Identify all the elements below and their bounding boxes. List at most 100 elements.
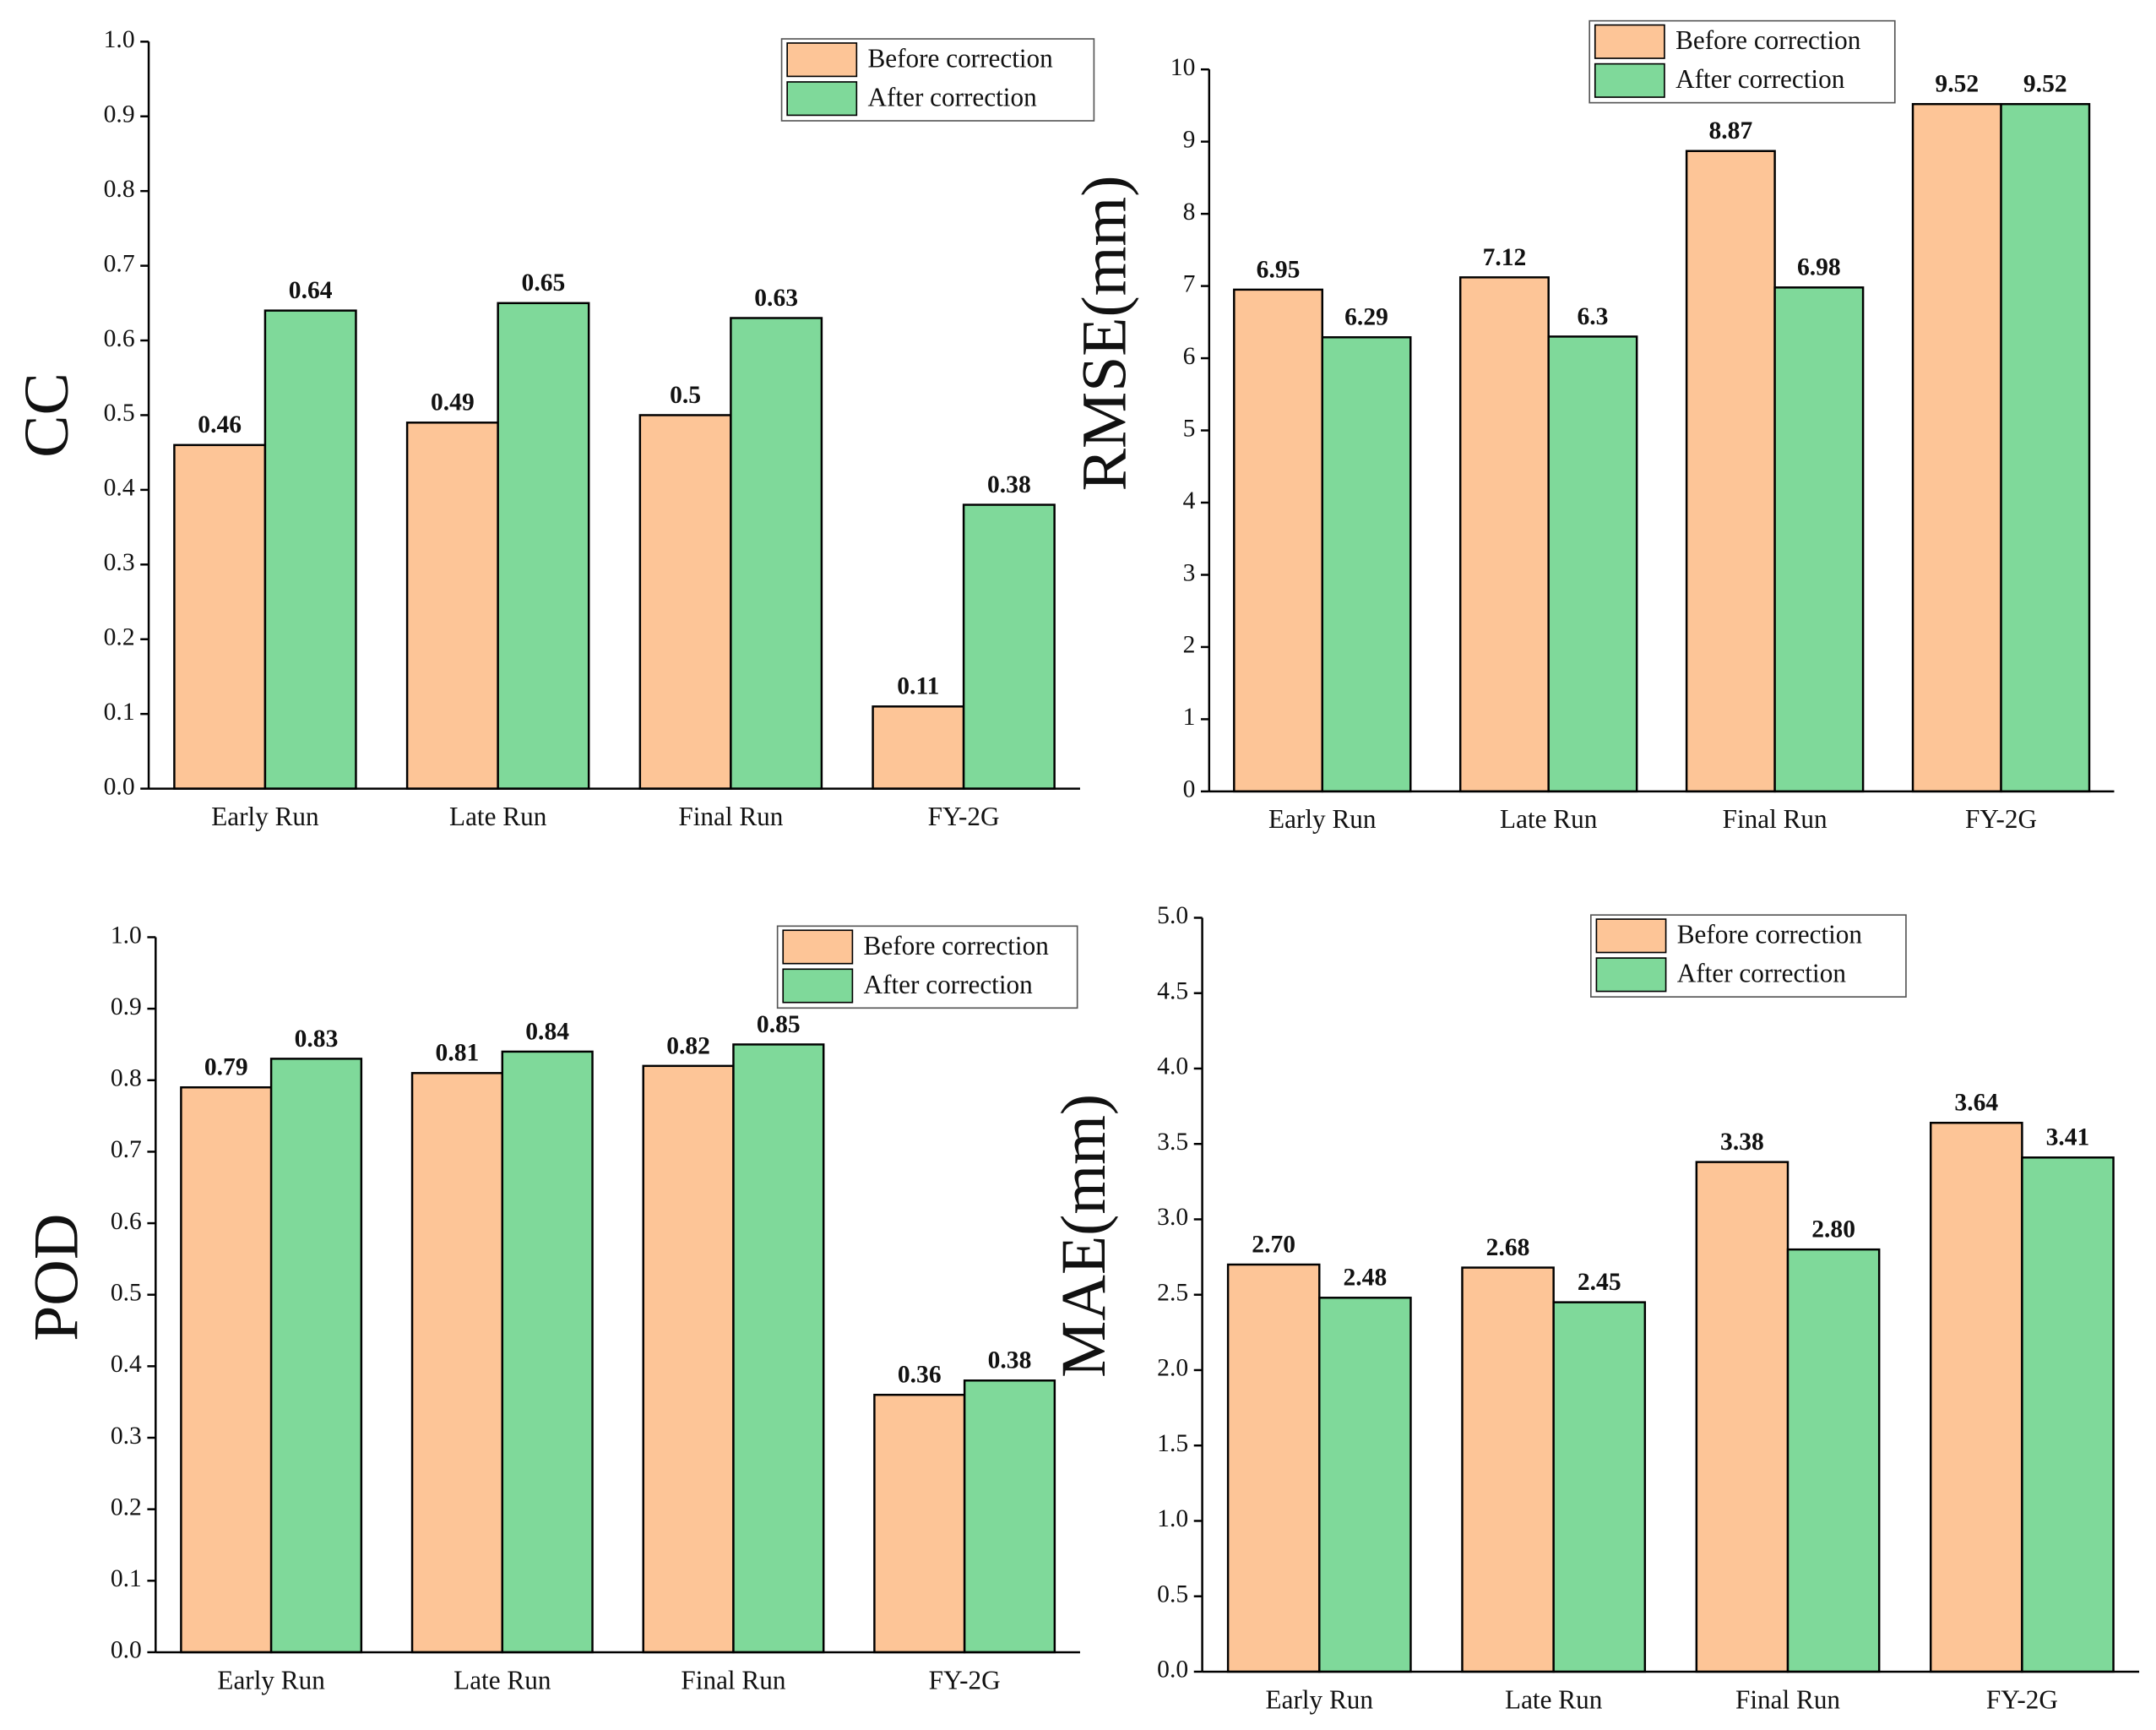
bar — [405, 422, 499, 790]
value-label: 2.70 — [1252, 1231, 1295, 1258]
y-tick-label: 0.3 — [111, 1423, 142, 1450]
bar — [963, 1379, 1056, 1654]
y-tick-label: 4 — [1183, 487, 1196, 514]
value-label: 0.46 — [198, 411, 242, 438]
value-label: 6.29 — [1344, 304, 1388, 331]
bar — [1773, 286, 1865, 793]
legend-swatch — [786, 42, 858, 78]
bar — [1695, 1161, 1789, 1673]
x-tick-label: Late Run — [1505, 1684, 1603, 1714]
bar — [730, 317, 823, 790]
value-label: 0.38 — [988, 1347, 1032, 1374]
y-tick-label: 5.0 — [1157, 902, 1188, 929]
y-tick-label: 0.2 — [111, 1493, 142, 1521]
x-tick-label: Early Run — [1268, 804, 1377, 834]
bar — [642, 1064, 735, 1654]
y-tick-label: 9 — [1183, 126, 1196, 153]
y-tick-label: 2.0 — [1157, 1355, 1188, 1382]
y-tick-label: 2.5 — [1157, 1279, 1188, 1306]
value-label: 3.41 — [2046, 1124, 2090, 1151]
y-tick-label: 0.7 — [111, 1136, 142, 1163]
x-tick-label: Final Run — [1723, 804, 1827, 834]
y-axis-title: CC — [12, 373, 82, 458]
legend-label: After correction — [1677, 959, 1847, 988]
legend-swatch — [1594, 63, 1665, 98]
legend-swatch — [782, 929, 854, 965]
bar — [501, 1050, 594, 1654]
bar — [2021, 1156, 2115, 1673]
x-tick-label: Late Run — [453, 1665, 551, 1695]
y-tick-label: 0.1 — [104, 699, 135, 726]
y-axis-title: POD — [22, 1214, 92, 1341]
y-tick-label: 0.0 — [1157, 1657, 1188, 1684]
y-tick-label: 1.0 — [104, 26, 135, 53]
value-label: 0.82 — [666, 1032, 710, 1059]
value-label: 0.5 — [670, 382, 701, 409]
bar — [1685, 150, 1776, 793]
x-tick-label: Final Run — [1735, 1684, 1840, 1714]
y-tick-label: 0.5 — [104, 400, 135, 427]
y-tick-label: 4.5 — [1157, 977, 1188, 1004]
y-tick-label: 0.5 — [111, 1279, 142, 1306]
x-tick-label: Early Run — [1266, 1684, 1374, 1714]
y-tick-label: 0.3 — [104, 549, 135, 576]
value-label: 9.52 — [1935, 71, 1979, 98]
value-label: 0.49 — [431, 389, 475, 416]
y-tick-label: 0.8 — [104, 176, 135, 203]
value-label: 2.68 — [1486, 1234, 1530, 1261]
bar — [638, 414, 732, 790]
bar — [872, 705, 965, 790]
y-tick-label: 0 — [1183, 776, 1196, 803]
y-tick-label: 0.4 — [104, 475, 135, 502]
legend-label: After correction — [867, 83, 1037, 112]
y-axis-title: RMSE(mm) — [1069, 176, 1139, 492]
bar — [180, 1085, 273, 1654]
x-tick-label: Early Run — [217, 1665, 325, 1695]
value-label: 2.45 — [1578, 1269, 1621, 1296]
value-label: 0.63 — [754, 285, 798, 312]
value-label: 3.64 — [1954, 1090, 1998, 1117]
legend-swatch — [1595, 918, 1667, 954]
y-tick-label: 1.0 — [1157, 1505, 1188, 1532]
value-label: 7.12 — [1483, 244, 1527, 271]
y-tick-label: 10 — [1170, 54, 1196, 81]
legend-label: Before correction — [1677, 920, 1863, 949]
y-tick-label: 0.1 — [111, 1565, 142, 1592]
value-label: 6.3 — [1577, 303, 1608, 330]
x-tick-label: Early Run — [211, 802, 319, 831]
y-tick-label: 5 — [1183, 415, 1196, 442]
y-axis-title: MAE(mm) — [1049, 1094, 1119, 1378]
bar — [1318, 1297, 1412, 1673]
bar — [263, 309, 357, 790]
x-tick-label: Late Run — [1500, 804, 1598, 834]
y-tick-label: 0.5 — [1157, 1580, 1188, 1608]
bar — [1458, 276, 1550, 793]
bar — [1552, 1301, 1647, 1673]
y-tick-label: 0.6 — [111, 1208, 142, 1235]
bar — [1226, 1263, 1321, 1673]
x-tick-label: Late Run — [449, 802, 547, 831]
value-label: 0.85 — [757, 1011, 801, 1038]
bar — [1233, 288, 1324, 793]
bar — [410, 1072, 504, 1654]
legend-label: Before correction — [1675, 25, 1861, 55]
y-tick-label: 4.0 — [1157, 1053, 1188, 1080]
value-label: 0.81 — [436, 1040, 480, 1067]
y-tick-label: 3.5 — [1157, 1129, 1188, 1156]
bar — [1786, 1248, 1881, 1673]
legend-label: Before correction — [867, 43, 1053, 73]
y-tick-label: 7 — [1183, 270, 1196, 297]
value-label: 3.38 — [1720, 1129, 1764, 1156]
legend-swatch — [786, 81, 858, 117]
x-tick-label: FY-2G — [928, 802, 1000, 831]
y-tick-label: 0.2 — [104, 624, 135, 651]
y-tick-label: 0.8 — [111, 1065, 142, 1092]
bar — [732, 1043, 825, 1654]
y-tick-label: 8 — [1183, 199, 1196, 226]
x-tick-label: FY-2G — [929, 1665, 1001, 1695]
y-tick-label: 3 — [1183, 559, 1196, 586]
x-tick-label: Final Run — [678, 802, 783, 831]
bar — [1547, 335, 1638, 793]
